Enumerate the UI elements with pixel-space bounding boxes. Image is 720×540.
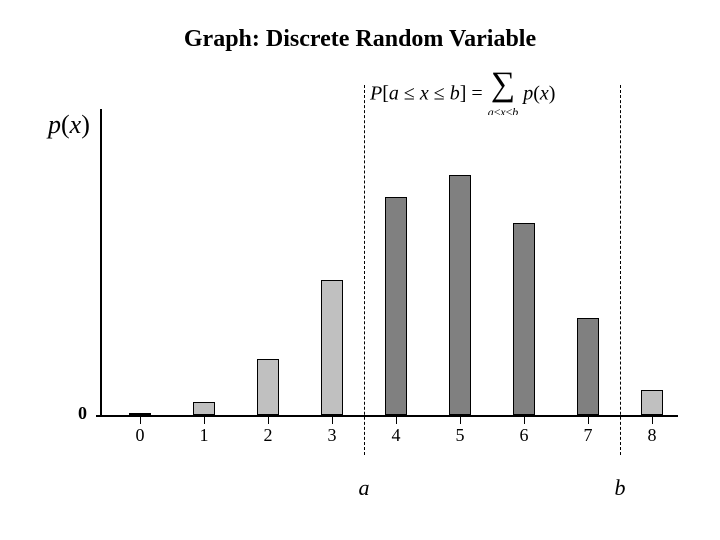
bar-5 [449, 175, 471, 415]
formula-a: a [389, 83, 399, 105]
bar-8 [641, 390, 663, 415]
bar-7 [577, 318, 599, 415]
yaxis-close: ) [81, 110, 90, 139]
formula-le1: ≤ [399, 83, 420, 105]
x-tick-label: 1 [200, 425, 209, 446]
x-tick-label: 7 [584, 425, 593, 446]
x-tick [652, 417, 653, 424]
x-tick-label: 0 [136, 425, 145, 446]
x-tick [460, 417, 461, 424]
range-line-b [620, 85, 621, 455]
formula-le2: ≤ [429, 83, 450, 105]
x-tick-label: 8 [648, 425, 657, 446]
bar-1 [193, 402, 215, 415]
x-axis [96, 415, 678, 417]
probability-formula: P[a ≤ x ≤ b] = ∑a≤x≤b p(x) [370, 70, 555, 120]
bar-2 [257, 359, 279, 415]
x-tick-label: 6 [520, 425, 529, 446]
x-tick-label: 2 [264, 425, 273, 446]
y-axis [100, 109, 102, 415]
formula-eq: = [466, 83, 487, 105]
formula-b: b [450, 83, 460, 105]
formula-p: p [523, 83, 533, 105]
yaxis-open: ( [61, 110, 70, 139]
chart-plot-area: 0123456780ab [100, 115, 670, 415]
x-tick [588, 417, 589, 424]
formula-x: x [420, 83, 429, 105]
x-tick [396, 417, 397, 424]
range-label-a: a [359, 475, 370, 501]
formula-rhs-open: ( [533, 83, 540, 105]
formula-open-bracket: [ [382, 83, 389, 105]
x-tick [524, 417, 525, 424]
yaxis-x: x [70, 110, 82, 139]
formula-sum: ∑a≤x≤b [488, 70, 519, 120]
x-tick-label: 5 [456, 425, 465, 446]
bar-3 [321, 280, 343, 415]
x-tick [140, 417, 141, 424]
x-tick [204, 417, 205, 424]
bar-6 [513, 223, 535, 415]
bar-4 [385, 197, 407, 415]
x-tick [268, 417, 269, 424]
range-label-b: b [615, 475, 626, 501]
formula-rhs-close: ) [549, 83, 556, 105]
chart-title: Graph: Discrete Random Variable [0, 26, 720, 53]
sigma-icon: ∑ [491, 66, 515, 103]
formula-rhs-x: x [540, 83, 549, 105]
x-tick [332, 417, 333, 424]
formula-P: P [370, 83, 382, 105]
range-line-a [364, 85, 365, 455]
yaxis-p: p [48, 110, 61, 139]
x-tick-label: 4 [392, 425, 401, 446]
x-tick-label: 3 [328, 425, 337, 446]
y-axis-label: p(x) [48, 110, 90, 140]
